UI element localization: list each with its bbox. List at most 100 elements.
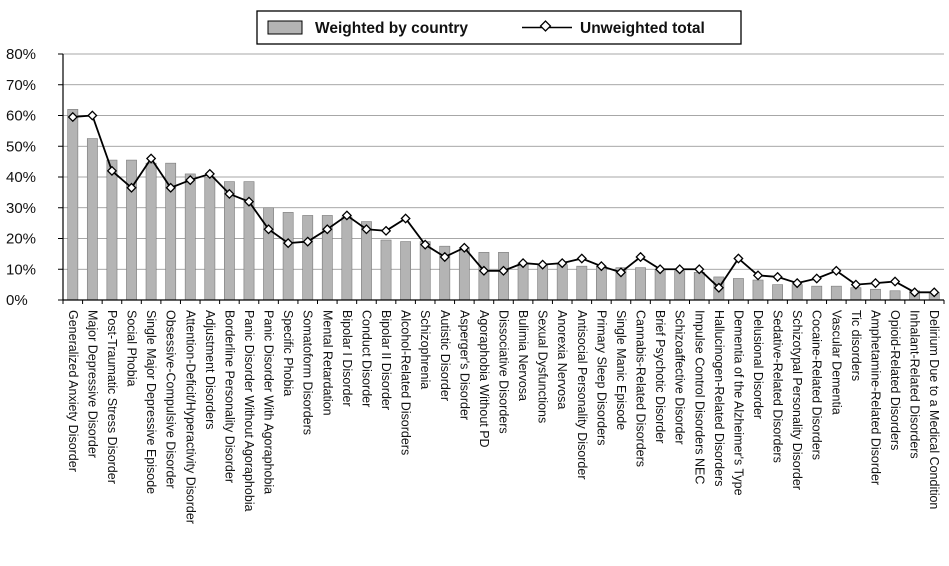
bar-40 — [830, 285, 842, 301]
line-point-38 — [792, 277, 803, 289]
x-tick-label: Cocaine-Related Disorders — [810, 310, 824, 460]
y-tick-label: 10% — [6, 261, 36, 278]
line-point-6 — [165, 182, 176, 193]
bar-5 — [145, 162, 157, 301]
x-tick-label: Bulimia Nervosa — [516, 310, 530, 401]
bar-1 — [67, 109, 79, 301]
x-tick-label: Delirium Due to a Medical Condition — [927, 310, 941, 509]
x-tick-label: Dementia of the Alzheimer's Type — [731, 310, 745, 496]
bar-32 — [674, 270, 686, 301]
x-tick-label: Bipolar I Disorder — [340, 310, 354, 407]
line-point-11 — [263, 224, 274, 235]
legend-box — [256, 10, 742, 45]
line-point-35 — [733, 253, 744, 264]
line-point-23 — [498, 265, 509, 276]
y-axis-ticks: 0% 10% 20% 30% 40% 50% 60% 70% 80% — [6, 46, 63, 309]
line-point-44 — [909, 287, 920, 298]
x-tick-label: Schizoaffective Disorder — [673, 310, 687, 445]
line-point-30 — [635, 251, 646, 263]
x-tick-label: Single Manic Episode — [614, 310, 628, 430]
bar-33 — [693, 272, 705, 301]
line-point-45 — [929, 287, 940, 298]
x-tick-label: Dissociative Disorders — [497, 310, 511, 434]
line-point-10 — [243, 196, 255, 207]
y-tick-label: 30% — [6, 200, 36, 217]
x-tick-label: Somatoform Disorders — [301, 310, 315, 435]
x-tick-label: Panic Disorder With Agoraphobia — [262, 310, 276, 494]
x-tick-label: Autistic Disorder — [438, 310, 452, 401]
bar-27 — [576, 265, 588, 301]
line-point-17 — [380, 225, 392, 236]
bar-22 — [478, 252, 490, 301]
x-tick-label: Primary Sleep Disorders — [594, 310, 608, 445]
y-tick-label: 70% — [6, 77, 36, 94]
x-tick-label: Mental Retardation — [320, 310, 334, 416]
line-point-19 — [420, 239, 431, 250]
x-tick-label: Bipolar II Disorder — [379, 310, 393, 410]
line-point-16 — [361, 224, 372, 235]
line-point-28 — [596, 261, 607, 272]
line-point-43 — [889, 276, 901, 287]
line-point-12 — [283, 237, 294, 249]
line-point-29 — [615, 267, 627, 278]
legend-swatch-bar — [267, 20, 303, 35]
x-tick-label: Agoraphobia Without PD — [477, 310, 491, 448]
line-point-36 — [752, 270, 764, 281]
line-point-27 — [576, 253, 587, 264]
x-tick-label: Adjustment Disorders — [203, 310, 217, 430]
x-tick-label: Attention-Deficit/Hyperactivity Disorder — [183, 310, 197, 524]
x-tick-label: Delusional Disorder — [751, 310, 765, 419]
line-point-15 — [341, 210, 352, 221]
bar-24 — [517, 262, 529, 301]
legend-label-unweighted: Unweighted total — [580, 20, 705, 37]
x-tick-label: Impulse Control Disorders NEC — [692, 310, 706, 484]
bar-9 — [224, 181, 235, 301]
line-point-41 — [850, 279, 862, 290]
line-point-2 — [87, 110, 98, 121]
line-point-5 — [145, 153, 157, 164]
x-tick-label: Single Major Depressive Episode — [144, 310, 158, 494]
x-tick-label: Schizotypal Personality Disorder — [790, 310, 804, 490]
bar-42 — [870, 288, 881, 301]
line-point-39 — [811, 273, 822, 284]
line-point-21 — [459, 242, 470, 253]
x-tick-label: Opioid-Related Disorders — [888, 310, 902, 450]
line-point-22 — [478, 265, 490, 276]
line-point-13 — [302, 236, 313, 247]
bar-3 — [106, 159, 118, 301]
bar-17 — [380, 239, 392, 301]
line-point-9 — [224, 188, 235, 200]
legend-label-weighted: Weighted by country — [315, 20, 468, 37]
y-tick-label: 80% — [6, 46, 36, 63]
line-point-31 — [655, 264, 666, 275]
y-tick-label: 0% — [6, 292, 28, 309]
x-tick-label: Cannabis-Related Disorders — [634, 310, 648, 467]
x-tick-label: Vascular Dementia — [829, 310, 843, 415]
x-tick-label: Sedative-Related Disorders — [771, 310, 785, 463]
legend-swatch-marker — [539, 20, 552, 32]
bar-39 — [811, 285, 823, 301]
x-tick-label: Brief Psychotic Disorder — [653, 310, 667, 443]
line-point-25 — [537, 259, 548, 270]
bar-37 — [772, 284, 783, 301]
x-tick-label: Antisocial Personality Disorder — [575, 310, 589, 480]
line-point-32 — [674, 264, 685, 275]
bar-2 — [86, 138, 98, 301]
line-point-33 — [694, 264, 705, 275]
x-tick-label: Panic Disorder Without Agoraphobia — [242, 310, 256, 512]
line-point-8 — [204, 168, 215, 180]
x-tick-label: Obsessive-Compulsive Disorder — [164, 310, 178, 489]
x-tick-label: Generalized Anxiety Disorder — [66, 310, 80, 472]
bar-26 — [556, 264, 568, 301]
x-tick-label: Social Phobia — [125, 310, 139, 386]
y-tick-label: 50% — [6, 138, 36, 155]
x-tick-label: Amphetamine-Related Disorder — [868, 310, 882, 485]
bar-7 — [184, 173, 196, 301]
x-axis-ticks: Generalized Anxiety Disorder Major Depres… — [62, 300, 945, 524]
line-point-20 — [439, 251, 450, 263]
line-point-3 — [106, 165, 118, 176]
x-tick-label: Asperger's Disorder — [457, 310, 471, 420]
bar-19 — [419, 241, 431, 301]
